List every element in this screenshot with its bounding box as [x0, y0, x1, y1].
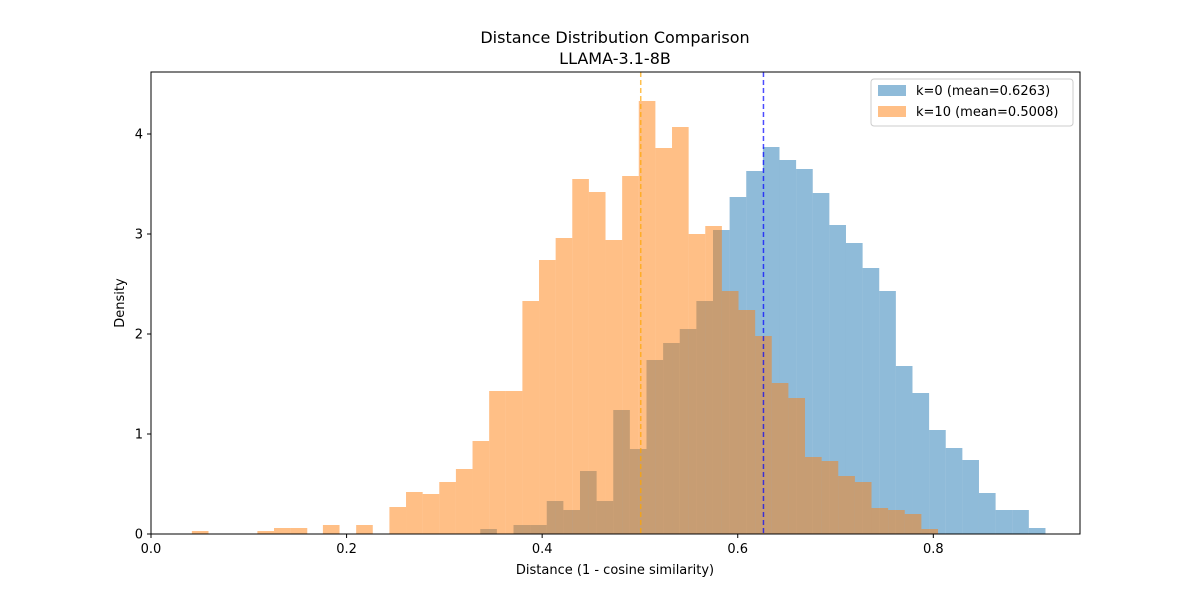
legend: k=0 (mean=0.6263) k=10 (mean=0.5008)	[870, 78, 1074, 127]
bar-k10-1	[257, 531, 275, 534]
mean-lines	[639, 72, 765, 534]
chart-subtitle: LLAMA-3.1-8B	[559, 49, 671, 68]
y-axis-ticks: 0 1 2 3 4	[135, 128, 151, 543]
bar-k0-30	[995, 510, 1013, 534]
bar-k0-20	[829, 225, 846, 534]
bar-k0-32	[1028, 528, 1046, 534]
bar-k0-21	[845, 243, 863, 534]
plot-area	[191, 72, 1046, 534]
bar-k10-12	[489, 391, 506, 534]
bar-k10-20	[622, 176, 639, 534]
bar-k10-21	[638, 101, 656, 534]
bar-k10-32	[821, 461, 839, 534]
bar-k10-9	[439, 482, 456, 534]
y-tick-label: 4	[135, 128, 143, 143]
bar-k10-8	[422, 494, 440, 534]
x-tick-label: 0.2	[336, 542, 357, 557]
y-tick-label: 0	[135, 528, 143, 543]
bar-k10-37	[904, 514, 922, 534]
bar-k10-15	[539, 260, 556, 534]
bar-k10-19	[605, 240, 623, 534]
chart-title: Distance Distribution Comparison	[480, 28, 749, 47]
x-axis-label: Distance (1 - cosine similarity)	[516, 563, 714, 578]
bar-k10-30	[788, 398, 806, 534]
x-tick-label: 0.4	[532, 542, 553, 557]
bar-k10-2	[274, 528, 291, 534]
bar-k10-16	[555, 238, 573, 534]
bar-k10-31	[805, 457, 822, 534]
bar-k0-28	[962, 460, 979, 534]
bar-k10-38	[921, 529, 939, 534]
bar-k0-27	[945, 448, 963, 534]
bar-k10-14	[522, 301, 540, 534]
series-k10-bars	[191, 101, 939, 534]
bar-k10-18	[588, 192, 606, 534]
bar-k10-10	[455, 469, 473, 534]
bar-k0-25	[912, 393, 930, 534]
bar-k10-23	[672, 127, 689, 534]
bar-k10-26	[721, 291, 739, 534]
bar-k10-5	[356, 525, 373, 534]
bar-k10-7	[406, 492, 423, 534]
y-tick-label: 3	[135, 228, 143, 243]
bar-k10-33	[838, 476, 855, 534]
x-tick-label: 0.6	[727, 542, 748, 557]
x-tick-label: 0.8	[923, 542, 944, 557]
bar-k10-13	[505, 391, 523, 534]
bar-k0-23	[879, 291, 896, 534]
bar-k10-27	[738, 310, 756, 534]
legend-frame	[870, 78, 1074, 127]
bar-k10-3	[290, 528, 308, 534]
bar-k0-29	[978, 493, 996, 534]
bar-k10-34	[854, 482, 872, 534]
bar-k0-24	[895, 366, 913, 534]
legend-swatch-k0	[878, 85, 906, 96]
bar-k10-25	[705, 226, 722, 534]
bar-k10-22	[655, 148, 673, 534]
bar-k10-29	[771, 383, 789, 534]
legend-label-k0: k=0 (mean=0.6263)	[916, 84, 1050, 99]
bar-k10-4	[322, 525, 340, 534]
bar-k10-6	[389, 507, 407, 534]
x-tick-label: 0.0	[141, 542, 162, 557]
axes-frame	[150, 71, 1081, 535]
bar-k0-26	[929, 430, 946, 534]
y-tick-label: 2	[135, 328, 143, 343]
bar-k10-17	[572, 179, 589, 534]
bar-k10-0	[191, 531, 209, 534]
bar-k0-22	[862, 268, 880, 534]
bar-k10-24	[688, 234, 706, 534]
bar-k0-31	[1012, 510, 1029, 534]
y-tick-label: 1	[135, 428, 143, 443]
bar-k0-19	[812, 193, 830, 534]
legend-swatch-k10	[878, 106, 906, 117]
legend-label-k10: k=10 (mean=0.5008)	[916, 105, 1059, 120]
y-axis-label: Density	[113, 278, 128, 328]
bar-k10-36	[888, 510, 905, 534]
bar-k10-11	[472, 441, 490, 534]
bar-k10-35	[871, 508, 889, 534]
x-axis-ticks: 0.0 0.2 0.4 0.6 0.8	[141, 534, 944, 557]
